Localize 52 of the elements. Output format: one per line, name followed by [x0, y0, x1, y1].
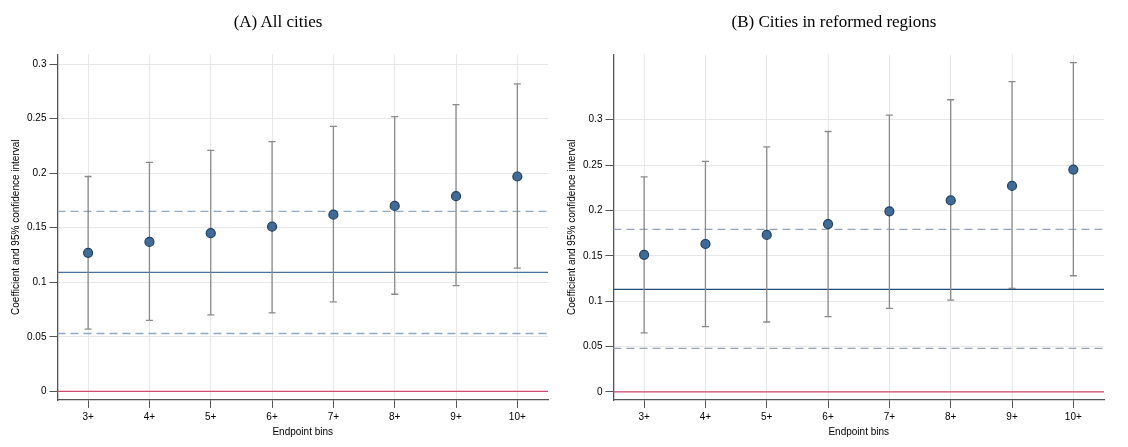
x-tick-label: 4+ — [143, 410, 156, 422]
chart-title: (B) Cities in reformed regions — [731, 11, 937, 31]
chart-title: (A) All cities — [233, 11, 323, 31]
x-axis-title: Endpoint bins — [828, 425, 890, 437]
point — [1006, 180, 1018, 192]
x-tick-label: 9+ — [1006, 410, 1018, 422]
point — [884, 206, 895, 217]
point — [1068, 164, 1079, 175]
y-tick-label: 0.2 — [588, 204, 603, 216]
x-tick-label: 9+ — [450, 410, 462, 422]
y-tick-label: 0.15 — [582, 249, 603, 261]
y-tick-label: 0.3 — [588, 113, 603, 125]
y-tick-label: 0 — [596, 385, 603, 397]
y-tick-label: 0.25 — [26, 112, 47, 124]
y-tick-label: 0 — [40, 385, 47, 397]
x-tick-label: 6+ — [266, 410, 278, 422]
x-tick-label: 10+ — [1064, 410, 1082, 422]
point — [328, 209, 339, 220]
x-tick-label: 7+ — [327, 410, 340, 422]
x-tick-label: 4+ — [699, 410, 712, 422]
x-axis-title: Endpoint bins — [272, 425, 334, 437]
x-tick-label: 6+ — [822, 410, 834, 422]
x-tick-label: 5+ — [761, 410, 773, 422]
point — [450, 191, 462, 202]
x-tick-label: 7+ — [883, 410, 896, 422]
y-tick-label: 0.1 — [588, 294, 603, 306]
point — [512, 171, 523, 182]
y-tick-label: 0.05 — [26, 330, 47, 342]
y-tick-label: 0.15 — [26, 221, 47, 233]
point — [205, 228, 216, 239]
point — [761, 229, 772, 241]
point — [639, 249, 650, 260]
y-tick-label: 0.1 — [32, 276, 47, 288]
x-tick-label: 3+ — [82, 410, 94, 422]
y-tick-label: 0.05 — [582, 340, 603, 352]
x-tick-label: 8+ — [389, 410, 401, 422]
point — [822, 218, 834, 230]
point — [83, 247, 94, 258]
x-tick-label: 10+ — [508, 410, 526, 422]
y-tick-label: 0.25 — [582, 158, 603, 170]
y-axis-title: Coefficient and 95% confidence interval — [565, 139, 577, 315]
point — [389, 200, 400, 212]
y-axis-title: Coefficient and 95% confidence interval — [9, 139, 21, 315]
point — [266, 221, 278, 232]
point — [945, 195, 956, 206]
x-tick-label: 3+ — [638, 410, 650, 422]
y-tick-label: 0.2 — [32, 166, 47, 178]
x-tick-label: 5+ — [205, 410, 217, 422]
x-tick-label: 8+ — [945, 410, 957, 422]
y-tick-label: 0.3 — [32, 57, 47, 69]
point — [700, 238, 711, 250]
point — [144, 236, 155, 248]
